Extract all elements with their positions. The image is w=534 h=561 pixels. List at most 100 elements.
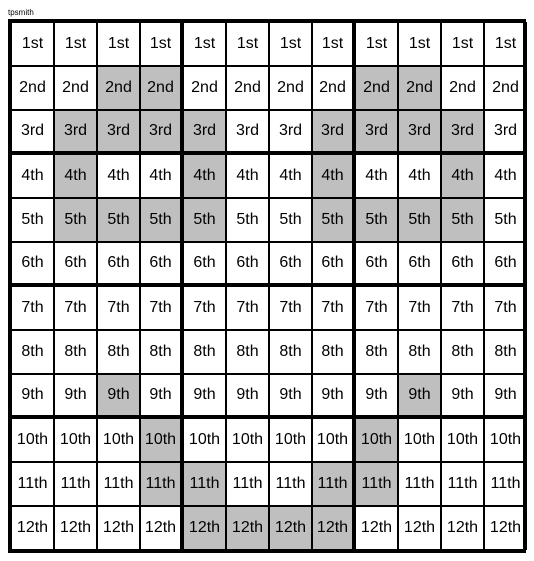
- grid-cell: 6th: [312, 242, 355, 286]
- grid-cell: 11th: [140, 462, 183, 506]
- grid-cell: 8th: [183, 330, 226, 374]
- grid-cell: 10th: [269, 418, 312, 462]
- grid-cell: 3rd: [140, 110, 183, 154]
- grid-cell: 1st: [54, 22, 97, 66]
- grid-cell: 6th: [140, 242, 183, 286]
- grid-cell: 8th: [398, 330, 441, 374]
- grid-cell: 12th: [312, 506, 355, 550]
- grid-cell: 11th: [97, 462, 140, 506]
- grid-cell: 4th: [441, 154, 484, 198]
- grid-cell: 4th: [97, 154, 140, 198]
- grid-cell: 2nd: [140, 66, 183, 110]
- grid-cell: 11th: [312, 462, 355, 506]
- grid-cell: 5th: [97, 198, 140, 242]
- grid-cell: 3rd: [441, 110, 484, 154]
- grid-cell: 8th: [97, 330, 140, 374]
- grid-cell: 2nd: [398, 66, 441, 110]
- grid-cell: 4th: [54, 154, 97, 198]
- grid-cell: 7th: [97, 286, 140, 330]
- grid-cell: 9th: [97, 374, 140, 418]
- grid-cell: 10th: [484, 418, 527, 462]
- grid-cell: 11th: [484, 462, 527, 506]
- grid-cell: 9th: [11, 374, 54, 418]
- grid-cell: 6th: [398, 242, 441, 286]
- grid-cell: 9th: [269, 374, 312, 418]
- grid-cell: 4th: [398, 154, 441, 198]
- grid-cell: 11th: [398, 462, 441, 506]
- grid-cell: 7th: [312, 286, 355, 330]
- grid-cell: 10th: [355, 418, 398, 462]
- grid-cell: 1st: [269, 22, 312, 66]
- grid-cell: 9th: [183, 374, 226, 418]
- grid-cell: 7th: [11, 286, 54, 330]
- grid-cell: 1st: [183, 22, 226, 66]
- grid-cell: 7th: [269, 286, 312, 330]
- grid-cell: 1st: [11, 22, 54, 66]
- grid-cell: 1st: [97, 22, 140, 66]
- grid-cell: 12th: [355, 506, 398, 550]
- grid-cell: 9th: [54, 374, 97, 418]
- grid-cell: 6th: [441, 242, 484, 286]
- grid-cell: 1st: [355, 22, 398, 66]
- grid-cell: 12th: [54, 506, 97, 550]
- grid-cell: 12th: [226, 506, 269, 550]
- watermark-label: tpsmith: [8, 8, 526, 17]
- grid-cell: 2nd: [226, 66, 269, 110]
- grid-cell: 12th: [398, 506, 441, 550]
- grid-cell: 11th: [11, 462, 54, 506]
- grid-cell: 4th: [312, 154, 355, 198]
- grid-cell: 2nd: [312, 66, 355, 110]
- grid-cell: 5th: [11, 198, 54, 242]
- grid-cell: 7th: [484, 286, 527, 330]
- grid-cell: 10th: [140, 418, 183, 462]
- grid-cell: 1st: [441, 22, 484, 66]
- grid-cell: 11th: [355, 462, 398, 506]
- grid-cell: 1st: [140, 22, 183, 66]
- grid-cell: 3rd: [54, 110, 97, 154]
- grid-cell: 2nd: [441, 66, 484, 110]
- grid-cell: 11th: [183, 462, 226, 506]
- grid-cell: 5th: [269, 198, 312, 242]
- grid-cell: 4th: [355, 154, 398, 198]
- grid-cell: 8th: [269, 330, 312, 374]
- grid-cell: 10th: [54, 418, 97, 462]
- grid-cell: 7th: [355, 286, 398, 330]
- grid-cell: 6th: [11, 242, 54, 286]
- grid-cell: 9th: [398, 374, 441, 418]
- grid-cell: 8th: [441, 330, 484, 374]
- grid-cell: 12th: [484, 506, 527, 550]
- ordinal-grid: 1st1st1st1st1st1st1st1st1st1st1st1st2nd2…: [8, 19, 526, 553]
- grid-cell: 7th: [140, 286, 183, 330]
- grid-cell: 10th: [226, 418, 269, 462]
- grid-cell: 7th: [183, 286, 226, 330]
- grid-cell: 8th: [54, 330, 97, 374]
- grid-cell: 12th: [140, 506, 183, 550]
- grid-cell: 5th: [312, 198, 355, 242]
- grid-cell: 5th: [54, 198, 97, 242]
- grid-cell: 5th: [183, 198, 226, 242]
- grid-cell: 10th: [183, 418, 226, 462]
- grid-cell: 9th: [226, 374, 269, 418]
- grid-cell: 6th: [355, 242, 398, 286]
- grid-cell: 11th: [441, 462, 484, 506]
- grid-cell: 6th: [54, 242, 97, 286]
- grid-cell: 4th: [269, 154, 312, 198]
- grid-cell: 5th: [140, 198, 183, 242]
- grid-cell: 12th: [11, 506, 54, 550]
- grid-cell: 9th: [441, 374, 484, 418]
- grid-cell: 2nd: [54, 66, 97, 110]
- grid-cell: 9th: [484, 374, 527, 418]
- grid-cell: 7th: [226, 286, 269, 330]
- grid-cell: 2nd: [269, 66, 312, 110]
- grid-cell: 8th: [140, 330, 183, 374]
- grid-cell: 2nd: [97, 66, 140, 110]
- grid-cell: 3rd: [226, 110, 269, 154]
- grid-cell: 5th: [226, 198, 269, 242]
- grid-cell: 6th: [183, 242, 226, 286]
- grid-cell: 8th: [484, 330, 527, 374]
- grid-cell: 3rd: [484, 110, 527, 154]
- grid-cell: 11th: [269, 462, 312, 506]
- grid-cell: 9th: [140, 374, 183, 418]
- grid-cell: 8th: [312, 330, 355, 374]
- grid-cell: 2nd: [183, 66, 226, 110]
